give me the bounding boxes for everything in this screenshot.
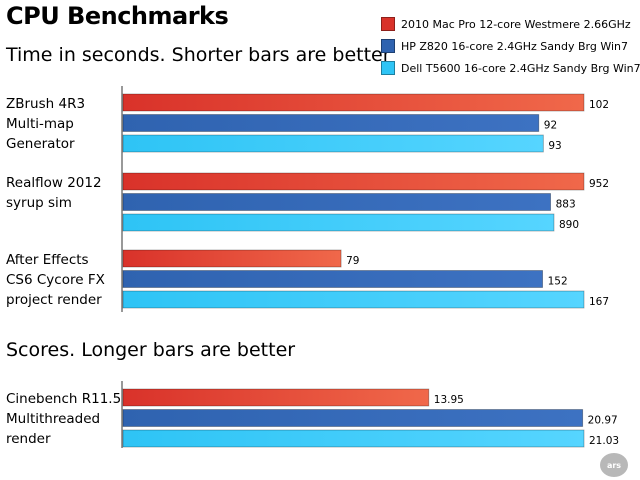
bar xyxy=(122,270,543,288)
category-label: render xyxy=(6,431,51,447)
legend-label-mac-pro: 2010 Mac Pro 12-core Westmere 2.66GHz xyxy=(401,17,631,31)
bar xyxy=(122,114,540,132)
bar xyxy=(122,290,585,309)
category-label: Cinebench R11.5 xyxy=(6,391,121,407)
value-label: 890 xyxy=(559,219,579,231)
bar xyxy=(122,193,551,211)
legend-swatch-hp-z820 xyxy=(381,39,395,53)
legend-swatch-dell-t5600 xyxy=(381,61,395,75)
category-label: After Effects xyxy=(6,252,89,268)
value-label: 20.97 xyxy=(588,415,618,427)
value-label: 21.03 xyxy=(589,435,619,447)
value-label: 102 xyxy=(589,99,609,111)
bar xyxy=(122,249,342,268)
bar xyxy=(122,409,584,427)
category-label: project render xyxy=(6,292,102,308)
chart-subtitle-scores: Scores. Longer bars are better xyxy=(6,339,296,361)
category-label: syrup sim xyxy=(6,195,72,211)
legend-label-hp-z820: HP Z820 16-core 2.4GHz Sandy Brg Win7 xyxy=(401,39,628,53)
value-label: 152 xyxy=(548,276,568,288)
category-label: Generator xyxy=(6,136,75,152)
bar xyxy=(122,213,555,232)
legend: 2010 Mac Pro 12-core Westmere 2.66GHz HP… xyxy=(381,13,640,79)
bar xyxy=(122,93,585,112)
value-label: 167 xyxy=(589,296,609,308)
category-label: Realflow 2012 xyxy=(6,175,102,191)
category-label: Multithreaded xyxy=(6,411,100,427)
legend-item-hp-z820: HP Z820 16-core 2.4GHz Sandy Brg Win7 xyxy=(381,35,640,57)
value-label: 93 xyxy=(548,140,561,152)
category-label: ZBrush 4R3 xyxy=(6,96,85,112)
legend-label-dell-t5600: Dell T5600 16-core 2.4GHz Sandy Brg Win7 xyxy=(401,61,640,75)
value-label: 13.95 xyxy=(434,394,464,406)
value-label: 952 xyxy=(589,178,609,190)
chart-subtitle-times: Time in seconds. Shorter bars are better xyxy=(6,44,391,66)
category-label: Multi-map xyxy=(6,116,74,132)
value-label: 92 xyxy=(544,120,557,132)
legend-item-dell-t5600: Dell T5600 16-core 2.4GHz Sandy Brg Win7 xyxy=(381,57,640,79)
bar xyxy=(122,388,430,407)
ars-logo: ars xyxy=(600,453,628,477)
value-label: 79 xyxy=(346,255,359,267)
bar xyxy=(122,134,544,153)
bar xyxy=(122,429,585,448)
chart-title: CPU Benchmarks xyxy=(6,2,229,30)
bar xyxy=(122,172,585,191)
legend-item-mac-pro: 2010 Mac Pro 12-core Westmere 2.66GHz xyxy=(381,13,640,35)
category-label: CS6 Cycore FX xyxy=(6,272,105,288)
value-label: 883 xyxy=(556,199,576,211)
legend-swatch-mac-pro xyxy=(381,17,395,31)
